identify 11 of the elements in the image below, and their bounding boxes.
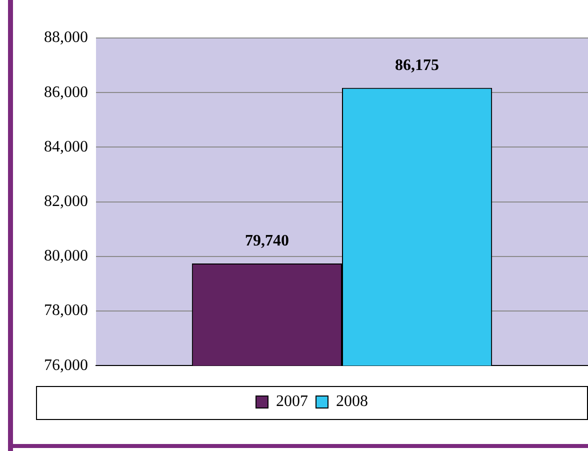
legend-label: 2007 — [276, 393, 308, 410]
data-label: 79,740 — [244, 232, 289, 250]
y-tick-label: 86,000 — [44, 84, 88, 101]
y-tick-label: 88,000 — [44, 29, 88, 46]
data-label: 86,175 — [395, 56, 440, 74]
y-tick-label: 84,000 — [44, 138, 88, 156]
y-tick-label: 78,000 — [44, 302, 88, 320]
legend-label: 2008 — [336, 393, 368, 410]
y-tick-label: 80,000 — [44, 248, 88, 265]
y-tick-label: 76,000 — [44, 356, 88, 374]
y-tick-label: 82,000 — [44, 193, 88, 210]
